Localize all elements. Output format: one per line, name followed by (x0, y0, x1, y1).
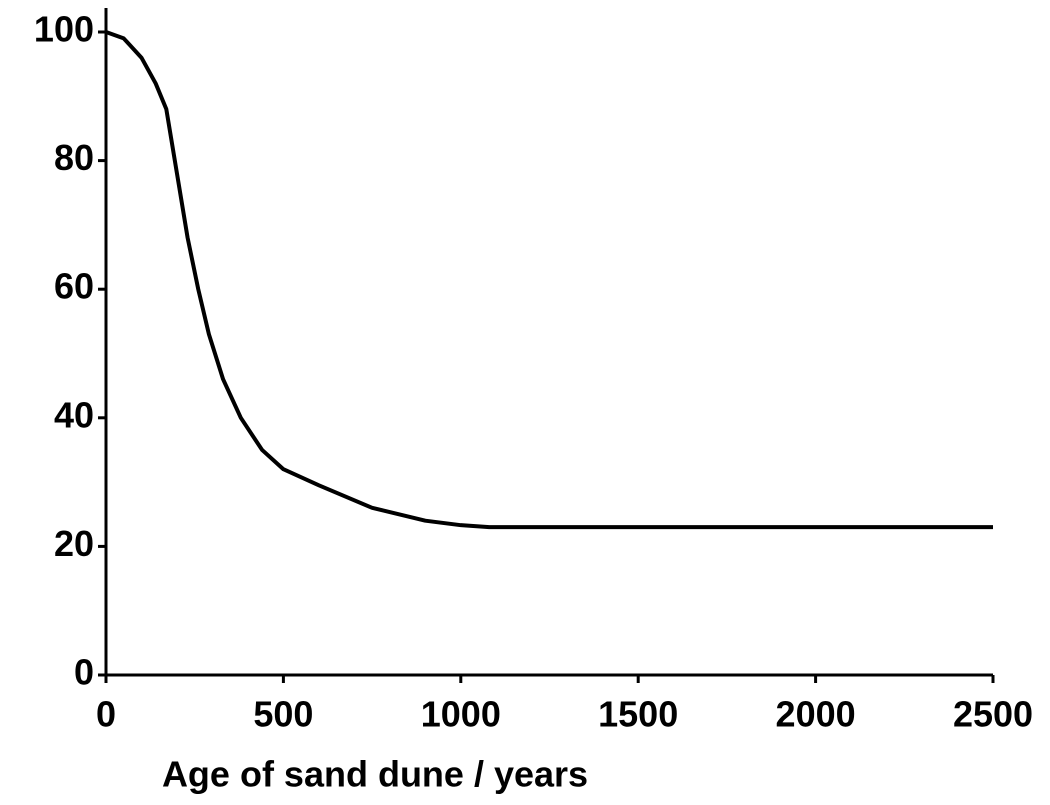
data-line (105, 30, 993, 530)
y-tick-label: 0 (74, 652, 94, 693)
y-tick-label: 80 (54, 137, 94, 178)
y-tick-label: 40 (54, 394, 94, 435)
x-tick-label: 1000 (421, 694, 501, 735)
y-tick-label: 100 (34, 9, 94, 50)
x-tick-label: 2500 (953, 694, 1033, 735)
x-tick-label: 0 (96, 694, 116, 735)
y-tick-label: 20 (54, 523, 94, 564)
x-tick-label: 2000 (776, 694, 856, 735)
x-tick-label: 1500 (598, 694, 678, 735)
x-axis-label: Age of sand dune / years (162, 754, 588, 795)
x-tick-label: 500 (253, 694, 313, 735)
y-tick-label: 60 (54, 266, 94, 307)
